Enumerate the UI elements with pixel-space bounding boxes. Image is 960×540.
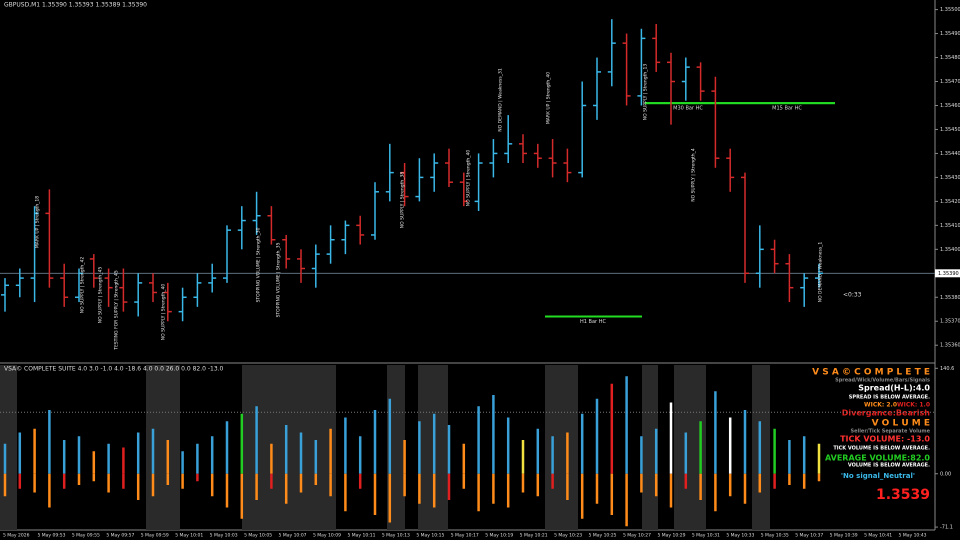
volume-note: VOLUME IS BELOW AVERAGE. — [848, 463, 930, 469]
y-tick-label: 1.35360 — [940, 343, 960, 349]
x-tick-label: 5 May 10:17 — [451, 533, 479, 539]
signal-annotation: STOPPING VOLUME | Strength_30 — [256, 227, 262, 302]
panel-price: 1.3539 — [876, 487, 930, 503]
x-tick-label: 5 May 10:13 — [382, 533, 410, 539]
spread-note: SPREAD IS BELOW AVERAGE. — [849, 395, 930, 401]
band — [146, 365, 180, 530]
band — [387, 365, 405, 530]
signal: 'No signal_Neutral' — [841, 472, 915, 480]
indicator-header: VSA© COMPLETE SUITE 4.0 3.0 -1.0 4.0 -18… — [4, 366, 224, 373]
x-tick-label: 5 May 10:35 — [761, 533, 789, 539]
volume-title: V O L U M E — [872, 419, 930, 429]
x-tick-label: 5 May 10:41 — [864, 533, 892, 539]
band — [642, 365, 658, 530]
signal-annotation: NO SUPPLY | Strength_40 — [161, 284, 167, 341]
y-tick-label: 1.35480 — [940, 55, 960, 61]
bar-timer: <0:33 — [843, 292, 862, 299]
band — [0, 365, 17, 530]
x-tick-label: 5 May 10:33 — [726, 533, 754, 539]
x-tick-label: 5 May 09:57 — [106, 533, 134, 539]
x-tick-label: 5 May 2026 — [3, 533, 30, 539]
x-tick-label: 5 May 10:43 — [899, 533, 927, 539]
signal-annotation: NO SUPPLY | Strength_4 — [691, 148, 697, 202]
y-tick-label: 1.35380 — [940, 295, 960, 301]
y-tick-label: -71.1 — [940, 525, 953, 531]
price-box — [935, 269, 960, 278]
x-tick-label: 5 May 10:21 — [520, 533, 548, 539]
y-tick-label: 1.35500 — [940, 7, 960, 13]
x-tick-label: 5 May 10:19 — [485, 533, 513, 539]
signal-annotation: MARK UP | Strength_40 — [546, 72, 552, 124]
y-tick-label: 1.35440 — [940, 151, 960, 157]
level-label: M15 Bar HC — [772, 106, 802, 112]
average-volume: AVERAGE VOLUME:82.0 — [825, 454, 930, 463]
x-tick-label: 5 May 09:55 — [72, 533, 100, 539]
x-tick-label: 5 May 09:59 — [141, 533, 169, 539]
divergence: Divergance:Bearish — [842, 409, 931, 418]
x-tick-label: 5 May 10:29 — [657, 533, 685, 539]
current-price-label: 1.35390 — [938, 271, 959, 277]
y-tick-label: 1.35490 — [940, 31, 960, 37]
y-tick-label: 1.35460 — [940, 103, 960, 109]
x-tick-label: 5 May 10:07 — [279, 533, 307, 539]
y-tick-label: 1.35470 — [940, 79, 960, 85]
x-tick-label: 5 May 10:15 — [416, 533, 444, 539]
signal-annotation: NO DEMAND | Weakness_31 — [498, 68, 504, 132]
signal-annotation: NO SUPPLY | Strength_38 — [400, 172, 406, 229]
x-tick-label: 5 May 09:53 — [37, 533, 65, 539]
panel-title: V S A © C O M P L E T E — [812, 368, 930, 378]
y-tick-label: 1.35420 — [940, 199, 960, 205]
x-tick-label: 5 May 10:01 — [175, 533, 203, 539]
level-label: M30 Bar HC — [673, 106, 703, 112]
x-tick-label: 5 May 10:05 — [244, 533, 272, 539]
x-tick-label: 5 May 10:27 — [623, 533, 651, 539]
y-tick-label: 1.35450 — [940, 127, 960, 133]
panel-subtitle: Spread/Wick/Volume/Bars/Signals — [835, 378, 930, 384]
y-tick-label: 1.35400 — [940, 247, 960, 253]
signal-annotation: STOPPING VOLUME | Strength_35 — [276, 242, 282, 317]
y-tick-label: 0.00 — [940, 471, 951, 477]
x-tick-label: 5 May 10:25 — [589, 533, 617, 539]
y-tick-label: 1.35370 — [940, 319, 960, 325]
level-label: H1 Bar HC — [580, 319, 606, 325]
volume-subtitle: Seller/Tick Separate Volume — [851, 429, 931, 435]
signal-annotation: TESTING FOR SUPPLY | Strength_45 — [114, 270, 120, 351]
signal-annotation: MARK UP | Strength_18 — [35, 196, 41, 248]
chart-header: GBPUSD,M1 1.35390 1.35393 1.35389 1.3539… — [4, 2, 147, 9]
y-tick-label: 1.35430 — [940, 175, 960, 181]
wick-up: WICK: 2.0 — [864, 402, 897, 409]
signal-annotation: NO SUPPLY | Strength_13 — [643, 64, 649, 121]
tick-volume: TICK VOLUME: -13.0 — [840, 435, 930, 444]
signal-annotation: NO DEMAND | Weakness_1 — [818, 242, 824, 303]
x-tick-label: 5 May 10:39 — [830, 533, 858, 539]
x-tick-label: 5 May 10:37 — [795, 533, 823, 539]
signal-annotation: NO SUPPLY | Strength_42 — [80, 257, 86, 314]
x-tick-label: 5 May 10:23 — [554, 533, 582, 539]
x-tick-label: 5 May 10:03 — [210, 533, 238, 539]
band — [545, 365, 578, 530]
y-tick-label: 140.6 — [940, 366, 954, 372]
tick-note: TICK VOLUME IS BELOW AVERAGE. — [833, 446, 930, 452]
signal-annotation: NO SUPPLY | Strength_45 — [98, 267, 104, 324]
x-tick-label: 5 May 10:11 — [347, 533, 375, 539]
y-tick-label: 1.35410 — [940, 223, 960, 229]
wick-down: WICK: 1.0 — [897, 402, 930, 409]
x-tick-label: 5 May 10:09 — [313, 533, 341, 539]
signal-annotation: NO SUPPLY | Strength_40 — [466, 150, 472, 207]
spread-value: Spread(H-L):4.0 — [858, 384, 930, 393]
x-tick-label: 5 May 10:31 — [692, 533, 720, 539]
